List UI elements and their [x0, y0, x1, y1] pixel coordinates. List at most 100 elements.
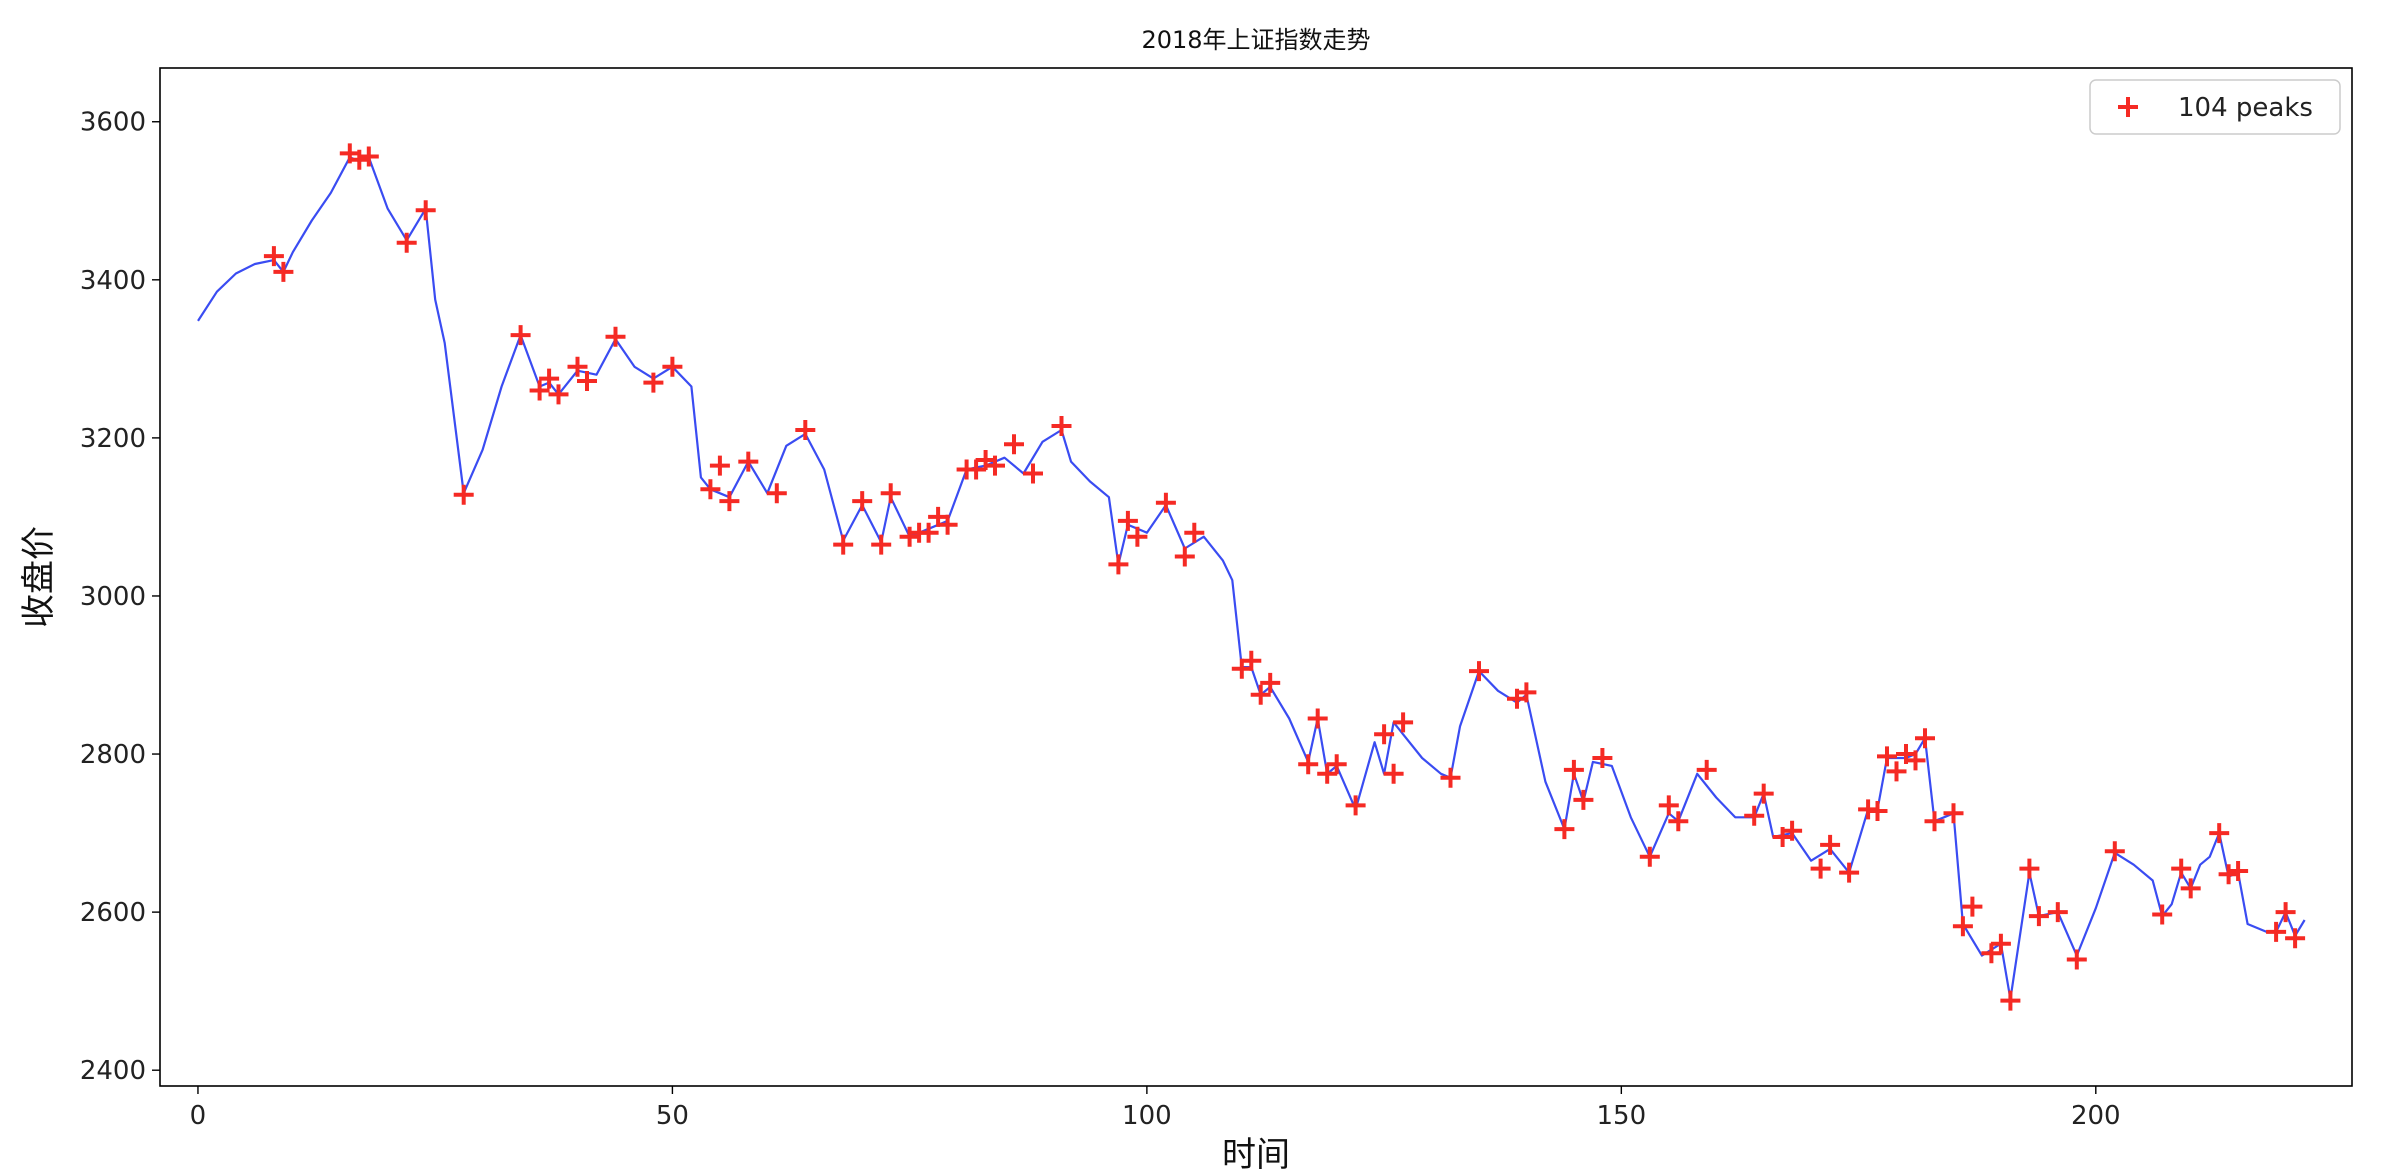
peak-marker: [643, 372, 664, 393]
peak-marker: [1639, 846, 1660, 867]
peak-marker: [2266, 921, 2287, 942]
peak-marker: [453, 484, 474, 505]
peak-marker: [358, 146, 379, 167]
peak-marker: [2171, 858, 2192, 879]
x-tick-label: 100: [1122, 1101, 1172, 1131]
peak-marker: [1023, 463, 1043, 484]
peak-marker: [2285, 928, 2306, 949]
peak-marker: [1592, 748, 1613, 768]
peak-marker: [1962, 896, 1983, 917]
peak-marker: [1952, 916, 1973, 937]
peak-marker: [2228, 861, 2249, 881]
peak-marker: [2066, 949, 2087, 970]
peak-marker: [567, 356, 588, 377]
peak-marker: [1155, 492, 1176, 513]
peak-marker: [1915, 728, 1935, 749]
price-line: [197, 156, 2306, 1001]
peak-marker: [1383, 763, 1404, 784]
peak-marker: [263, 246, 284, 267]
peak-marker: [2275, 902, 2296, 923]
peak-marker: [539, 368, 560, 389]
peak-marker: [1241, 650, 1262, 671]
peak-marker: [1810, 858, 1831, 879]
peak-marker: [880, 483, 901, 504]
peak-marker: [1782, 820, 1803, 841]
peak-marker: [2104, 841, 2125, 862]
y-tick-label: 3600: [80, 108, 146, 138]
y-tick-label: 3000: [80, 582, 146, 612]
peak-marker: [1877, 746, 1897, 767]
y-tick-label: 3400: [80, 266, 146, 296]
peak-marker: [1374, 724, 1395, 745]
peak-marker: [1573, 789, 1594, 810]
peak-marker: [605, 326, 626, 347]
peak-marker: [719, 491, 740, 512]
plot-area: 0 50 100 150 200 2400 2600 2800 3000 3200 3400 3600: [80, 67, 2353, 1131]
peak-marker: [1051, 416, 1072, 436]
legend: 104 peaks: [2089, 79, 2341, 135]
peak-marker: [1393, 712, 1414, 733]
y-tick-label: 3200: [80, 424, 146, 454]
peak-marker: [2019, 858, 2040, 879]
peak-marker: [1326, 754, 1347, 775]
peak-marker: [1250, 684, 1271, 705]
peak-marker: [738, 451, 759, 472]
peak-marker: [1839, 862, 1860, 883]
peak-marker: [1867, 801, 1888, 821]
peak-marker: [415, 200, 436, 221]
peak-marker: [1317, 763, 1338, 784]
peak-marker: [1127, 526, 1148, 547]
peak-marker: [1753, 783, 1774, 804]
peak-marker: [1943, 803, 1964, 824]
peak-marker: [700, 479, 721, 500]
peak-marker: [966, 459, 987, 480]
peak-marker: [577, 371, 597, 391]
peak-marker: [529, 380, 550, 401]
peak-marker: [510, 325, 531, 346]
peak-marker: [1820, 834, 1841, 855]
peak-marker: [1924, 811, 1945, 832]
peak-marker: [2028, 906, 2049, 927]
x-tick-label: 50: [656, 1101, 689, 1131]
peak-marker: [1174, 546, 1195, 567]
peak-marker: [2047, 902, 2068, 923]
peak-marker: [985, 455, 1005, 476]
peak-marker: [1554, 819, 1575, 840]
peak-marker: [871, 534, 892, 555]
peak-marker: [2000, 990, 2021, 1011]
peak-marker: [1298, 754, 1319, 775]
peak-marker: [1905, 750, 1926, 771]
peak-marker: [1345, 795, 1366, 816]
peak-marker: [1744, 805, 1765, 826]
legend-box: [2089, 79, 2341, 135]
legend-label: 104 peaks: [2178, 93, 2313, 123]
peak-marker: [1260, 672, 1281, 693]
x-tick-label: 200: [2071, 1101, 2121, 1131]
peak-marker: [1469, 661, 1489, 682]
peak-marker: [766, 483, 787, 504]
peak-marker: [795, 420, 816, 440]
peak-marker: [662, 356, 683, 377]
peak-marker: [2209, 823, 2230, 844]
peak-marker: [852, 491, 873, 512]
peak-marker: [1658, 795, 1679, 816]
peak-marker: [1108, 554, 1129, 575]
plot-frame: [159, 67, 2353, 1087]
peak-marker: [1440, 767, 1461, 788]
peak-marker: [709, 455, 730, 476]
x-tick-label: 150: [1597, 1101, 1647, 1131]
peak-marker: [918, 522, 939, 543]
peak-marker: [1004, 434, 1024, 455]
peak-marker: [1886, 761, 1907, 782]
peak-marker: [1184, 522, 1205, 543]
y-tick-label: 2600: [80, 898, 146, 928]
y-axis-title: 收盘价: [19, 526, 59, 628]
peak-marker: [1117, 510, 1138, 531]
peak-marker: [548, 384, 569, 405]
x-axis-title: 时间: [1222, 1135, 1290, 1175]
peak-marker: [1990, 933, 2011, 954]
peak-marker: [2152, 904, 2173, 925]
y-tick-label: 2800: [80, 740, 146, 770]
peak-marker: [899, 526, 920, 547]
